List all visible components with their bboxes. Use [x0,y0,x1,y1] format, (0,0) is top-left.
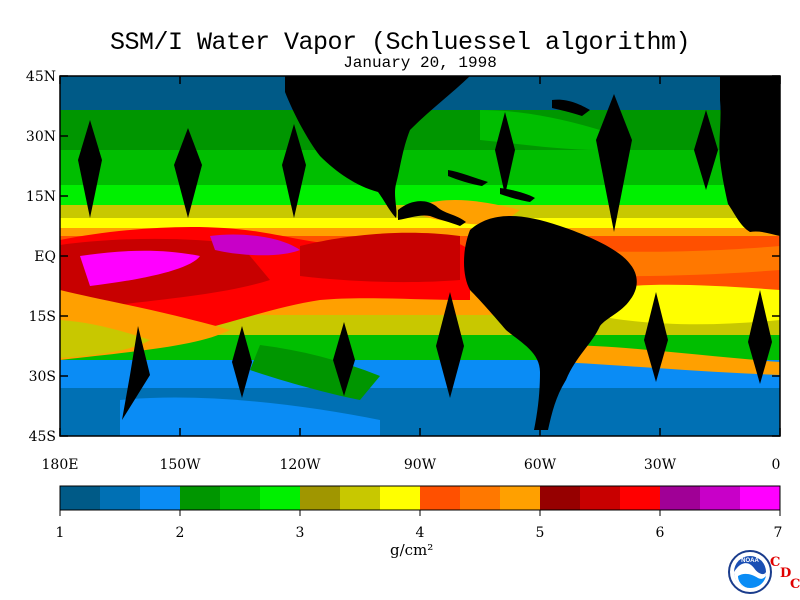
colorbar-tick-label: 5 [536,525,545,541]
noaa-logo-text: NOAA [741,558,759,564]
colorbar-tick-label: 3 [296,525,305,541]
map-field [60,76,780,436]
lat-label: 15N [26,189,56,205]
lat-label: 45N [26,69,56,85]
map-title: SSM/I Water Vapor (Schluessel algorithm) [109,28,691,57]
lon-ticks [59,76,781,436]
lon-label: 60W [524,457,557,473]
colorbar-swatch [540,486,581,510]
colorbar-swatch [260,486,301,510]
colorbar-swatch [740,486,781,510]
cdc-letter: C [790,577,800,592]
colorbar-swatch [340,486,381,510]
colorbar-swatch [100,486,141,510]
lon-label: 120W [279,457,321,473]
lat-label: 45S [29,429,56,445]
cdc-letter: C [770,555,781,570]
colorbar-swatch [380,486,421,510]
lat-ticks [60,75,780,437]
noaa-logo-icon: NOAA [728,550,772,594]
lat-label: 30N [26,129,56,145]
colorbar-tick-label: 2 [176,525,185,541]
lon-label: 150W [159,457,201,473]
lat-label: 15S [29,309,56,325]
colorbar-unit-label: g/cm² [390,541,434,559]
colorbar-swatch [180,486,221,510]
colorbar-tick-label: 1 [56,525,65,541]
colorbar-swatch [580,486,621,510]
colorbar-swatch [500,486,541,510]
map-subtitle: January 20, 1998 [343,54,497,72]
colorbar-swatch [460,486,501,510]
colorbar-tick-label: 4 [416,525,425,541]
colorbar-tick-label: 7 [774,525,783,541]
lat-label: 30S [29,369,56,385]
colorbar-swatch [660,486,701,510]
lon-label: 90W [404,457,437,473]
lat-label: EQ [34,249,56,265]
lon-label: 30W [644,457,677,473]
colorbar-swatch [60,486,101,510]
colorbar-swatch [700,486,741,510]
lon-label: 180E [42,457,79,473]
colorbar-swatch [140,486,181,510]
colorbar-swatch [620,486,661,510]
colorbar-swatch [420,486,461,510]
colorbar-swatch [220,486,261,510]
colorbar [60,486,781,510]
colorbar-tick-label: 6 [656,525,665,541]
lon-label: 0 [772,457,781,473]
colorbar-ticks [59,510,781,516]
colorbar-swatch [300,486,341,510]
cdc-letter: D [780,566,792,581]
